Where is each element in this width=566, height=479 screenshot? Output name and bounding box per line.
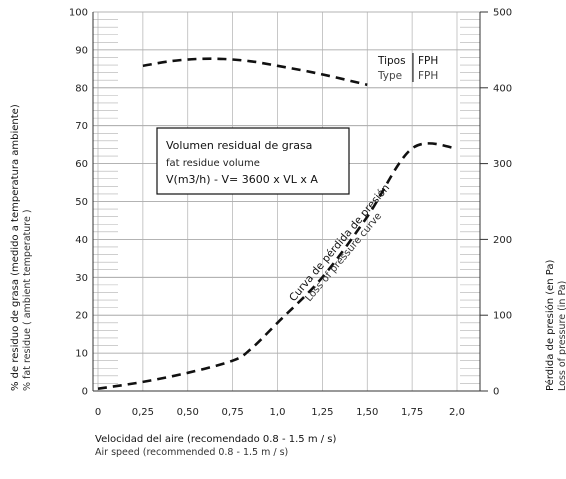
- x-tick-label: 1,50: [356, 407, 378, 418]
- y-left-tick-label: 10: [75, 349, 88, 360]
- y-left-tick-label: 50: [75, 197, 88, 208]
- y-left-tick-label: 20: [75, 311, 88, 322]
- curve-label-en: Loss of pressure curve: [303, 211, 384, 304]
- x-tick-label: 0: [95, 407, 101, 418]
- x-tick-label: 1,25: [311, 407, 333, 418]
- box-line-2: fat residue volume: [166, 158, 260, 169]
- y-left-tick-label: 60: [75, 159, 88, 170]
- y-right-tick-label: 500: [493, 8, 512, 19]
- y-right-title-en: Loss of pressure (in Pa): [557, 281, 566, 391]
- curve-label-es: Curva de pérdida de presión: [287, 182, 392, 304]
- x-tick-label: 2,0: [449, 407, 465, 418]
- axes: 0 10 20 30 40 50 60 70 80 90 100 0 100 200 300 400 500 0 0…: [69, 8, 512, 419]
- x-tick-label: 0,50: [177, 407, 199, 418]
- types-label-en: Type: [377, 70, 402, 82]
- x-tick-label: 1,0: [270, 407, 286, 418]
- y-right-tick-label: 100: [493, 311, 512, 322]
- y-left-tick-label: 100: [69, 8, 88, 19]
- fph-label: FPH: [418, 55, 438, 67]
- types-label: Tipos Type FPH FPH: [377, 53, 438, 82]
- x-tick-label: 1,75: [401, 407, 423, 418]
- y-left-title-en: % fat residue ( ambient temperature ): [22, 209, 33, 391]
- y-right-tick-label: 400: [493, 83, 512, 94]
- x-tick-label: 0,25: [132, 407, 154, 418]
- y-left-tick-label: 30: [75, 273, 88, 284]
- x-tick-label: 0,75: [221, 407, 243, 418]
- fph-label-light: FPH: [418, 70, 438, 82]
- grid: [93, 12, 480, 391]
- y-left-tick-label: 90: [75, 45, 88, 56]
- y-left-title-es: % de residuo de grasa (medido a temperat…: [10, 104, 21, 391]
- types-label-es: Tipos: [377, 55, 406, 67]
- box-line-3: V(m3/h) - V= 3600 x VL x A: [166, 173, 318, 186]
- y-left-tick-label: 70: [75, 121, 88, 132]
- y-left-tick-label: 0: [82, 387, 88, 398]
- fat-residue-curve: [143, 59, 367, 85]
- y-right-tick-label: 300: [493, 159, 512, 170]
- y-left-tick-label: 40: [75, 235, 88, 246]
- x-title-en: Air speed (recommended 0.8 - 1.5 m / s): [95, 447, 288, 458]
- box-line-1: Volumen residual de grasa: [166, 139, 312, 152]
- x-title-es: Velocidad del aire (recomendado 0.8 - 1.…: [95, 434, 337, 445]
- y-right-title-es: Pérdida de presión (en Pa): [544, 259, 556, 391]
- annotation-box: Volumen residual de grasa fat residue vo…: [157, 128, 349, 194]
- y-right-tick-label: 200: [493, 235, 512, 246]
- y-left-tick-label: 80: [75, 83, 88, 94]
- y-right-tick-label: 0: [493, 387, 499, 398]
